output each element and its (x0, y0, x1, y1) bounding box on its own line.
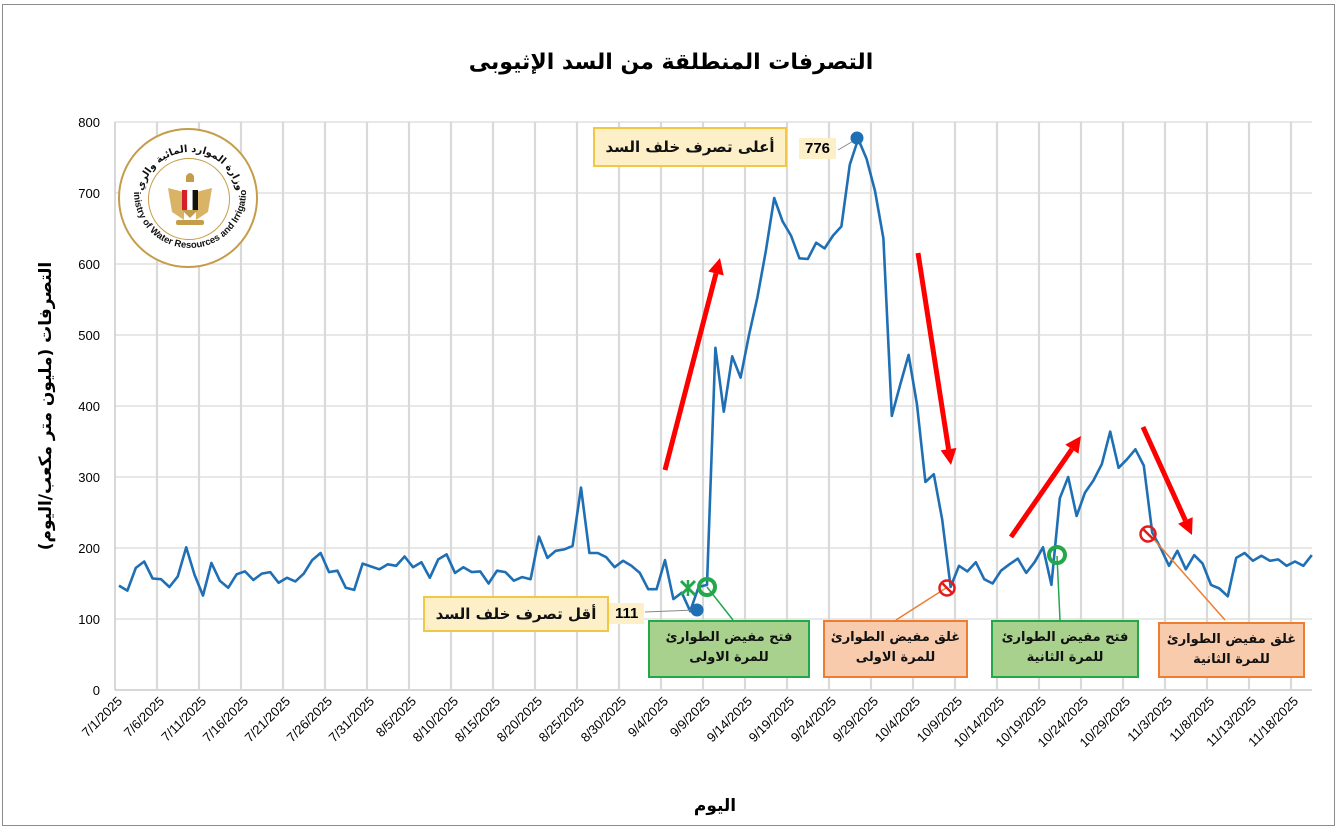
chart-title: التصرفات المنطلقة من السد الإثيوبى (468, 50, 874, 75)
svg-text:600: 600 (78, 257, 100, 272)
close1-line2: للمرة الاولى (855, 650, 936, 665)
open-spillway-second-callout: فتح مفيض الطوارئ للمرة الثانية (991, 620, 1139, 678)
svg-text:7/31/2025: 7/31/2025 (326, 694, 378, 746)
logo-inner-ring (148, 158, 230, 240)
eagle-emblem-icon: وزارة الموارد المائية والري Ministry of … (120, 130, 249, 251)
svg-text:700: 700 (78, 186, 100, 201)
max-discharge-value: 776 (799, 138, 837, 159)
svg-text:9/4/2025: 9/4/2025 (625, 694, 671, 740)
trend-arrows (662, 252, 1193, 539)
svg-text:400: 400 (78, 399, 100, 414)
svg-text:0: 0 (93, 683, 100, 698)
max-discharge-callout: أعلى تصرف خلف السد (593, 127, 787, 167)
close2-line2: للمرة الثانية (1193, 652, 1270, 667)
svg-text:11/3/2025: 11/3/2025 (1124, 694, 1175, 745)
x-axis-ticks: 7/1/20257/6/20257/11/20257/16/20257/21/2… (79, 694, 1301, 751)
svg-text:8/30/2025: 8/30/2025 (578, 694, 630, 746)
svg-text:7/1/2025: 7/1/2025 (79, 694, 125, 740)
svg-text:200: 200 (78, 541, 100, 556)
close1-line1: غلق مفيض الطوارئ (830, 630, 961, 645)
y-axis-ticks: 0 100 200 300 400 500 600 700 800 (78, 115, 100, 698)
ministry-logo: وزارة الموارد المائية والري Ministry of … (118, 128, 258, 268)
svg-text:800: 800 (78, 115, 100, 130)
event-markers (679, 131, 1157, 617)
open-spillway-first-callout: فتح مفيض الطوارئ للمرة الاولى (648, 620, 810, 678)
open2-line1: فتح مفيض الطوارئ (1001, 630, 1129, 645)
x-axis-title: اليوم (693, 796, 737, 816)
svg-text:300: 300 (78, 470, 100, 485)
discharge-line (118, 137, 1313, 613)
close-spillway-second-callout: غلق مفيض الطوارئ للمرة الثانية (1158, 622, 1305, 678)
open1-line1: فتح مفيض الطوارئ (665, 630, 793, 645)
svg-text:500: 500 (78, 328, 100, 343)
open1-line2: للمرة الاولى (689, 650, 769, 665)
min-discharge-callout: أقل تصرف خلف السد (423, 596, 609, 632)
svg-text:وزارة الموارد المائية والري: وزارة الموارد المائية والري (135, 144, 245, 192)
logo-arabic-text: وزارة الموارد المائية والري (135, 144, 245, 192)
open2-line2: للمرة الثانية (1026, 650, 1104, 665)
chart-frame (2, 4, 1335, 826)
svg-text:100: 100 (78, 612, 100, 627)
gridlines (114, 121, 1312, 691)
max-discharge-label: أعلى تصرف خلف السد (605, 138, 775, 156)
min-discharge-value: 111 (609, 603, 645, 624)
y-axis-title: التصرفات (مليون متر مكعب/اليوم) (36, 261, 56, 551)
close2-line1: غلق مفيض الطوارئ (1166, 632, 1297, 647)
min-discharge-label: أقل تصرف خلف السد (435, 605, 597, 623)
close-spillway-first-callout: غلق مفيض الطوارئ للمرة الاولى (823, 620, 968, 678)
